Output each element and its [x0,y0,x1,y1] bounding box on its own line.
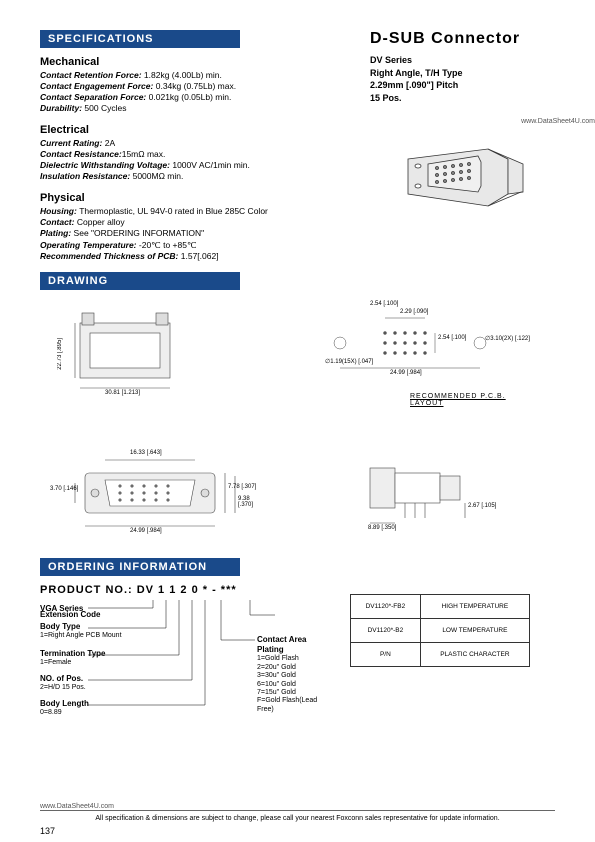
pos-val: 2=H/D 15 Pos. [40,684,86,691]
cell-r3c1: P/N [351,642,421,666]
order-table: DV1120*-FB2HIGH TEMPERATURE DV1120*-B2LO… [350,594,530,667]
dim7: 24.99 [.984] [390,370,422,376]
dim2: 30.81 [1.213] [105,390,140,396]
contact-title: Contact Area Plating [257,635,307,654]
resistance-val: 15mΩ max. [122,149,166,159]
table-row: P/NPLASTIC CHARACTER [351,642,530,666]
contact-3: 3=30u" Gold [257,672,296,679]
watermark1: www.DataSheet4U.com [40,803,114,810]
insulation-val: 5000MΩ min. [133,171,184,181]
dim11: 24.99 [.984] [130,528,162,534]
dim8: ∅3.10(2X) [.122] [485,335,530,342]
temp-label: Operating Temperature: [40,240,137,250]
dim5: 2.54 [.100] [438,335,466,341]
product-line2: Right Angle, T/H Type [370,67,555,80]
dielectric-label: Dielectric Withstanding Voltage: [40,160,170,170]
durability-label: Durability: [40,103,82,113]
term-val: 1=Female [40,659,71,666]
product-title: D-SUB Connector [370,30,555,48]
table-row: DV1120*-FB2HIGH TEMPERATURE [351,594,530,618]
bodytype-title: Body Type [40,622,80,631]
contact-1: 1=Gold Flash [257,655,299,662]
footer-text: All specification & dimensions are subje… [40,810,555,822]
dim15: 2.67 [.105] [468,503,496,509]
bodytype-val: 1=Right Angle PCB Mount [40,632,122,639]
dim6: ∅1.19(15X) [.047] [325,358,373,365]
resistance-label: Contact Resistance: [40,149,122,159]
physical-group: Physical Housing: Thermoplastic, UL 94V-… [40,192,340,261]
current-label: Current Rating: [40,138,102,148]
ordering-header: ORDERING INFORMATION [40,558,240,576]
specs-header: SPECIFICATIONS [40,30,240,48]
dim14: 8.89 [.350] [368,525,396,531]
pcb-layout-label: RECOMMENDED P.C.B. LAYOUT [410,393,530,407]
contact-val: Copper alloy [77,217,125,227]
retention-val: 1.82kg (4.00Lb) min. [144,70,222,80]
product-no: PRODUCT NO.: DV 1 1 2 0 * - *** [40,584,330,596]
plating-label: Plating: [40,228,71,238]
dim4: 2.29 [.090] [400,309,428,315]
ext-title: Extension Code [40,610,100,619]
len-title: Body Length [40,699,89,708]
dim10: 3.70 [.146] [50,486,78,492]
len-val: 0=8.89 [40,709,62,716]
dim13: 9.38 [.370] [238,496,260,508]
durability-val: 500 Cycles [84,103,126,113]
product-line1: DV Series [370,54,555,67]
dielectric-val: 1000V AC/1min min. [172,160,249,170]
cell-r2c1: DV1120*-B2 [351,618,421,642]
cell-r2c2: LOW TEMPERATURE [420,618,529,642]
separation-label: Contact Separation Force: [40,92,146,102]
housing-val: Thermoplastic, UL 94V-0 rated in Blue 28… [79,206,268,216]
watermark2: www.DataSheet4U.com [521,118,595,125]
contact-2: 2=20u" Gold [257,664,296,671]
page-number: 137 [40,826,55,836]
separation-val: 0.021kg (0.05Lb) min. [149,92,232,102]
product-line3: 2.29mm [.090"] Pitch [370,79,555,92]
physical-title: Physical [40,192,340,204]
contact-f: F=Gold Flash(Lead Free) [257,697,317,712]
product-line4: 15 Pos. [370,92,555,105]
retention-label: Contact Retention Force: [40,70,142,80]
cell-r3c2: PLASTIC CHARACTER [420,642,529,666]
contact-label: Contact: [40,217,74,227]
mechanical-title: Mechanical [40,56,340,68]
plating-val: See "ORDERING INFORMATION" [74,228,205,238]
dim1: 22.73 [.895] [57,338,63,370]
drawing-header: DRAWING [40,272,240,290]
term-title: Termination Type [40,649,106,658]
dim12: 7.78 [.307] [228,484,256,490]
insulation-label: Insulation Resistance: [40,171,130,181]
engagement-val: 0.34kg (0.75Lb) max. [156,81,236,91]
contact-7: 7=15u" Gold [257,689,296,696]
connector-image [370,134,555,224]
housing-label: Housing: [40,206,77,216]
pcb-val: 1.57[.062] [181,251,219,261]
pcb-label: Recommended Thickness of PCB: [40,251,178,261]
table-row: DV1120*-B2LOW TEMPERATURE [351,618,530,642]
contact-6: 6=10u" Gold [257,681,296,688]
electrical-title: Electrical [40,124,340,136]
engagement-label: Contact Engagement Force: [40,81,153,91]
drawing-area: 22.73 [.895] 30.81 [1.213] 2.54 [.100] 2… [40,298,555,558]
pos-title: NO. of Pos. [40,674,83,683]
temp-val: -20℃ to +85℃ [139,240,197,250]
current-val: 2A [105,138,115,148]
cell-r1c2: HIGH TEMPERATURE [420,594,529,618]
dim9: 16.33 [.643] [130,450,162,456]
electrical-group: Electrical Current Rating: 2A Contact Re… [40,124,340,182]
mechanical-group: Mechanical Contact Retention Force: 1.82… [40,56,340,114]
dim3: 2.54 [.100] [370,301,398,307]
cell-r1c1: DV1120*-FB2 [351,594,421,618]
